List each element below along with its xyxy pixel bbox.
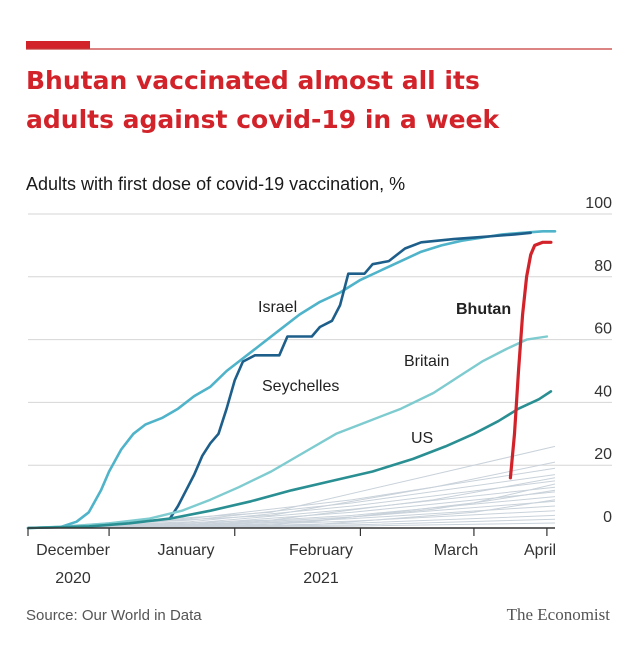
- x-tick-label-march: March: [434, 542, 478, 559]
- source-note: Source: Our World in Data: [26, 607, 202, 624]
- y-tick-label-40: 40: [594, 383, 612, 400]
- y-tick-label-60: 60: [594, 321, 612, 338]
- y-tick-label-0: 0: [603, 509, 612, 526]
- x-tick-label-february: February: [289, 542, 353, 559]
- series-line-us: [26, 390, 553, 530]
- y-axis: 0 20 40 60 80 100: [585, 195, 612, 526]
- top-accent-bar: [26, 41, 90, 49]
- series-label-bhutan: Bhutan: [456, 301, 511, 318]
- x-tick-year-2020: 2020: [55, 570, 91, 587]
- chart-title-line-2: adults against covid-19 in a week: [26, 105, 500, 134]
- series-line-israel: [26, 230, 557, 530]
- series-label-britain: Britain: [404, 353, 449, 370]
- economist-logo: The Economist: [507, 605, 611, 624]
- highlight-series: [26, 230, 557, 530]
- x-tick-label-january: January: [158, 542, 215, 559]
- background-series-line-17: [27, 499, 556, 529]
- series-label-us: US: [411, 430, 433, 447]
- series-label-israel: Israel: [258, 299, 297, 316]
- gridlines: [28, 213, 612, 466]
- y-tick-label-100: 100: [585, 195, 612, 212]
- series-label-seychelles: Seychelles: [262, 378, 339, 395]
- background-series-line-13: [27, 477, 556, 529]
- y-tick-label-20: 20: [594, 446, 612, 463]
- x-tick-label-december: December: [36, 542, 110, 559]
- x-tick-year-2021: 2021: [303, 570, 339, 587]
- x-tick-label-april: April: [524, 542, 556, 559]
- chart-title-line-1: Bhutan vaccinated almost all its: [26, 66, 480, 95]
- series-line-britain: [26, 335, 549, 530]
- series-line-bhutan: [508, 240, 553, 480]
- background-series-line-16: [27, 483, 556, 529]
- x-axis: December 2020 January February 2021 March Apri…: [27, 527, 556, 587]
- chart-subtitle: Adults with first dose of covid-19 vacci…: [26, 174, 405, 194]
- series-line-seychelles: [168, 231, 532, 520]
- y-tick-label-80: 80: [594, 258, 612, 275]
